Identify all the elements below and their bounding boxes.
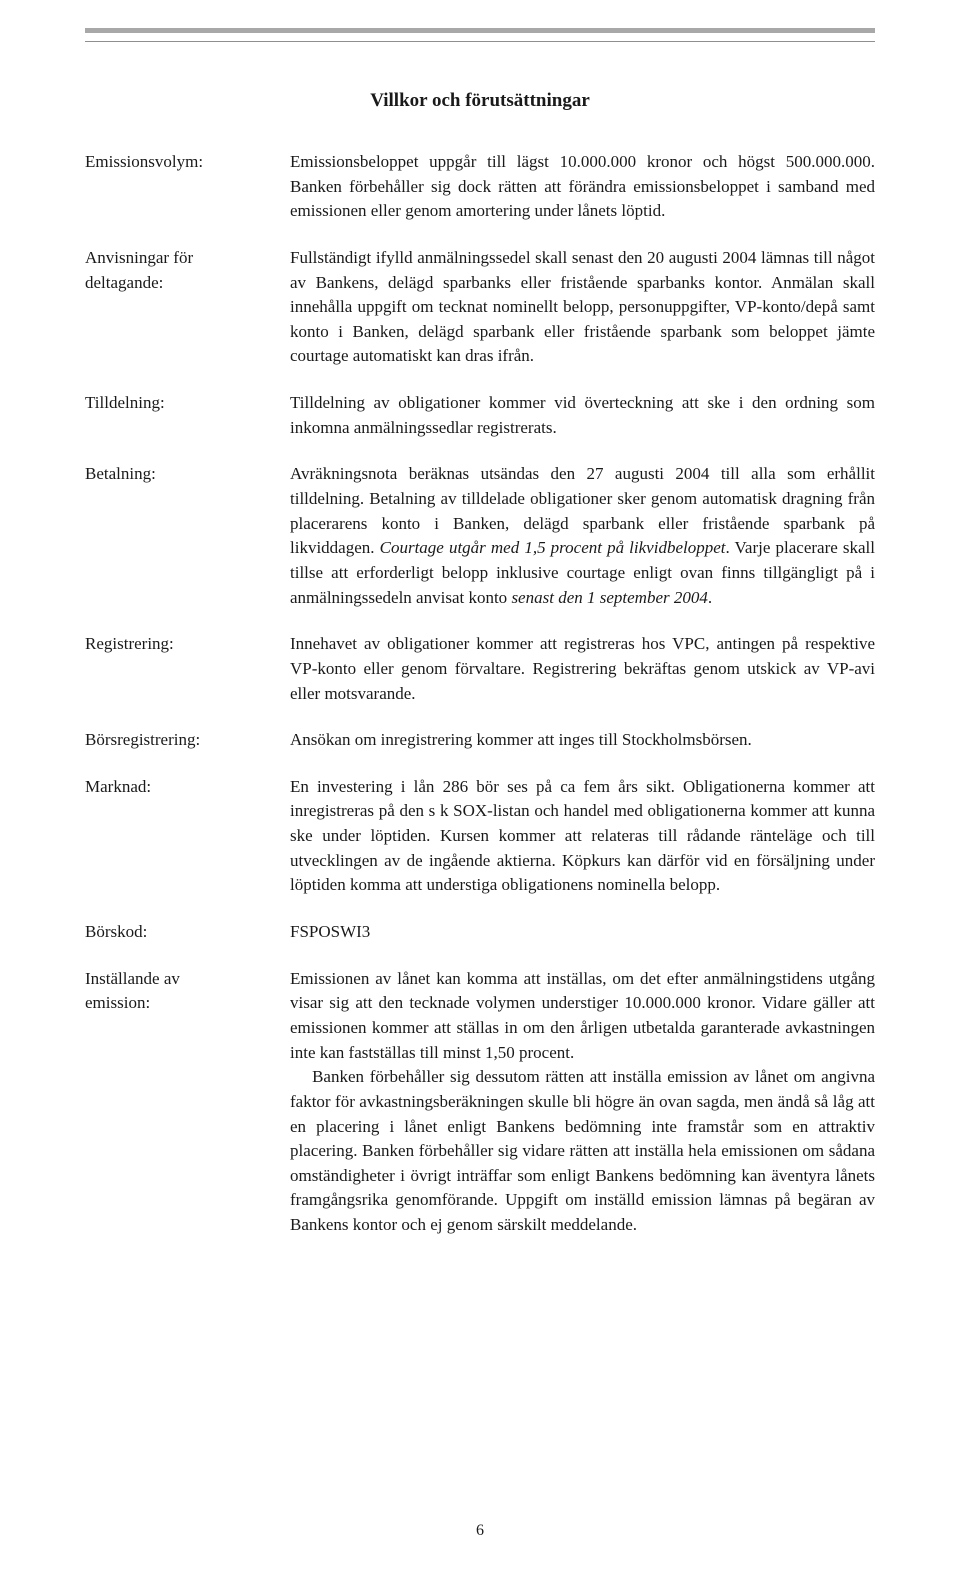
installande-para1: Emissionen av lånet kan komma att instäl…: [290, 969, 875, 1062]
row-betalning: Betalning: Avräkningsnota beräknas utsän…: [85, 462, 875, 610]
value-borsregistrering: Ansökan om inregistrering kommer att ing…: [290, 728, 875, 753]
label-marknad: Marknad:: [85, 775, 290, 800]
value-borskod: FSPOSWI3: [290, 920, 875, 945]
value-tilldelning: Tilldelning av obligationer kommer vid ö…: [290, 391, 875, 440]
row-borskod: Börskod: FSPOSWI3: [85, 920, 875, 945]
label-anvisningar: Anvisningar för deltagande:: [85, 246, 290, 295]
label-registrering: Registrering:: [85, 632, 290, 657]
betalning-italic-courtage: Courtage utgår med 1,5 procent på likvid…: [380, 538, 726, 557]
installande-para2: Banken förbehåller sig dessutom rätten a…: [290, 1065, 875, 1237]
betalning-post: .: [708, 588, 712, 607]
row-registrering: Registrering: Innehavet av obligationer …: [85, 632, 875, 706]
document-page: Villkor och förutsättningar Emissionsvol…: [0, 28, 960, 1572]
label-borskod: Börskod:: [85, 920, 290, 945]
label-emissionsvolym: Emissionsvolym:: [85, 150, 290, 175]
page-number: 6: [0, 1522, 960, 1540]
document-title: Villkor och förutsättningar: [85, 90, 875, 112]
value-emissionsvolym: Emissionsbeloppet uppgår till lägst 10.0…: [290, 150, 875, 224]
row-borsregistrering: Börsregistrering: Ansökan om inregistrer…: [85, 728, 875, 753]
top-rule-thick: [85, 28, 875, 33]
label-installande-line1: Inställande av: [85, 969, 180, 988]
value-betalning: Avräkningsnota beräknas utsändas den 27 …: [290, 462, 875, 610]
row-emissionsvolym: Emissionsvolym: Emissionsbeloppet uppgår…: [85, 150, 875, 224]
row-anvisningar: Anvisningar för deltagande: Fullständigt…: [85, 246, 875, 369]
value-installande: Emissionen av lånet kan komma att instäl…: [290, 967, 875, 1238]
top-rule-thin: [85, 41, 875, 42]
value-anvisningar: Fullständigt ifylld anmälningssedel skal…: [290, 246, 875, 369]
row-marknad: Marknad: En investering i lån 286 bör se…: [85, 775, 875, 898]
label-installande-line2: emission:: [85, 993, 150, 1012]
label-tilldelning: Tilldelning:: [85, 391, 290, 416]
label-betalning: Betalning:: [85, 462, 290, 487]
label-anvisningar-line1: Anvisningar för: [85, 248, 193, 267]
label-anvisningar-line2: deltagande:: [85, 273, 163, 292]
betalning-italic-date: senast den 1 september 2004: [511, 588, 707, 607]
label-installande: Inställande av emission:: [85, 967, 290, 1016]
row-installande: Inställande av emission: Emissionen av l…: [85, 967, 875, 1238]
value-marknad: En investering i lån 286 bör ses på ca f…: [290, 775, 875, 898]
value-registrering: Innehavet av obligationer kommer att reg…: [290, 632, 875, 706]
label-borsregistrering: Börsregistrering:: [85, 728, 290, 753]
row-tilldelning: Tilldelning: Tilldelning av obligationer…: [85, 391, 875, 440]
